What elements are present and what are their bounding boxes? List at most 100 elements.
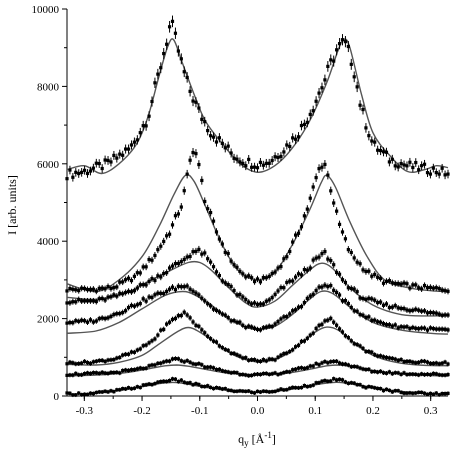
data-point [68, 391, 72, 396]
data-point [373, 352, 377, 358]
data-point [135, 347, 139, 353]
data-point [85, 319, 90, 326]
data-point [434, 391, 438, 396]
data-point [291, 133, 295, 143]
data-point [206, 333, 210, 339]
data-point [226, 141, 230, 151]
data-point [232, 350, 236, 356]
data-point [267, 296, 271, 303]
data-point [121, 278, 125, 286]
data-point [85, 169, 90, 178]
data-point [317, 322, 321, 329]
data-point [373, 385, 377, 390]
data-point [112, 389, 116, 394]
data-point [337, 220, 342, 229]
data-point [185, 358, 189, 364]
data-point [191, 288, 195, 295]
data-point [191, 248, 195, 256]
data-point [305, 335, 309, 341]
x-axis-title-q: q [238, 432, 244, 446]
data-point [115, 355, 119, 361]
data-point [238, 268, 242, 275]
data-point [159, 62, 163, 74]
data-point [232, 287, 236, 294]
data-point [417, 307, 421, 314]
data-point [144, 263, 148, 271]
data-point [408, 359, 412, 364]
data-points [65, 15, 450, 398]
data-point [387, 277, 391, 284]
data-point [335, 358, 339, 364]
data-point [420, 161, 424, 171]
data-point [399, 323, 403, 330]
data-point [167, 286, 172, 293]
data-point [129, 386, 134, 391]
data-point [378, 353, 383, 359]
data-point [188, 380, 192, 385]
data-point [408, 325, 412, 332]
data-point [147, 111, 151, 122]
data-point [109, 357, 113, 363]
data-point [417, 390, 421, 395]
data-point [425, 327, 430, 333]
y-tick-label: 6000 [37, 159, 60, 171]
data-point [232, 389, 236, 394]
data-point [299, 338, 304, 344]
data-point [276, 153, 280, 163]
data-point [343, 279, 348, 286]
data-point [446, 391, 450, 396]
data-point [273, 152, 277, 162]
x-ticks: -0.3 -0.2 -0.1 0.0 0.1 0.2 0.3 [76, 396, 438, 417]
data-point [214, 137, 219, 147]
data-point [370, 136, 374, 146]
data-point [320, 162, 324, 172]
data-point [244, 324, 248, 331]
data-point [364, 349, 368, 354]
data-point [100, 358, 104, 363]
data-point [405, 358, 409, 364]
data-point [399, 372, 403, 377]
data-point [167, 358, 172, 364]
data-point [267, 273, 271, 280]
data-point [370, 317, 374, 324]
data-point [124, 367, 128, 373]
data-point [305, 117, 309, 128]
data-point [88, 286, 93, 293]
data-point [129, 288, 134, 295]
data-point [176, 283, 180, 290]
data-point [126, 144, 131, 154]
data-point [320, 250, 324, 258]
data-point [162, 359, 166, 365]
data-point [206, 300, 210, 307]
data-point [258, 278, 263, 286]
data-point [135, 366, 139, 372]
data-point [194, 97, 198, 108]
data-point [170, 15, 175, 28]
data-point [185, 72, 189, 83]
data-point [206, 204, 210, 213]
data-point [402, 391, 406, 396]
data-point [440, 312, 444, 319]
data-point [200, 295, 204, 302]
data-point [232, 153, 236, 163]
data-point [267, 372, 271, 377]
data-point [282, 255, 286, 263]
data-point [320, 283, 324, 291]
data-point [170, 262, 175, 270]
data-point [302, 338, 306, 344]
data-point [200, 362, 204, 368]
data-point [188, 315, 192, 321]
data-point [390, 323, 394, 329]
data-point [100, 370, 104, 375]
data-point [255, 358, 260, 364]
data-point [80, 168, 84, 177]
fit-curves [66, 38, 449, 395]
data-point [414, 390, 418, 395]
data-point [305, 384, 309, 389]
data-point [247, 299, 251, 306]
data-point [65, 174, 69, 183]
data-point [247, 389, 251, 394]
data-point [153, 291, 157, 298]
data-point [343, 379, 348, 385]
data-point [402, 160, 406, 170]
